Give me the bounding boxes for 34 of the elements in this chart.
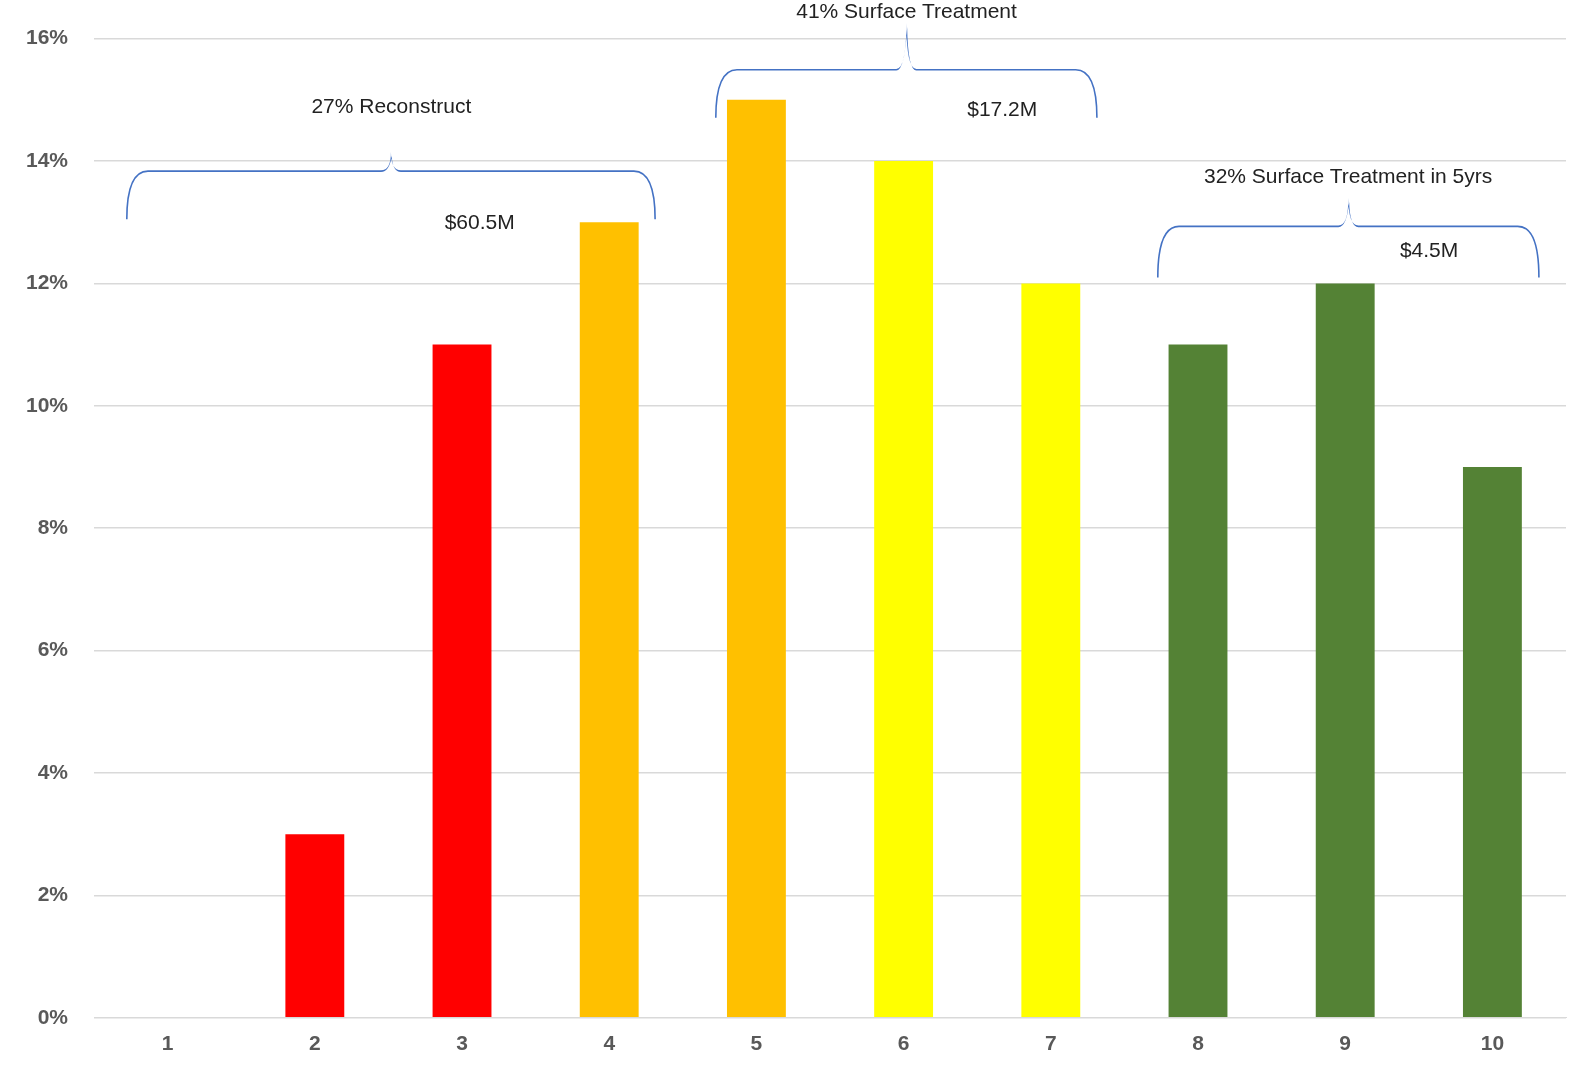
x-tick-label: 2 <box>308 1031 321 1055</box>
bar <box>1021 283 1081 1018</box>
y-tick-label: 16% <box>26 25 69 49</box>
bar <box>726 99 786 1018</box>
bar <box>1168 344 1228 1018</box>
y-tick-label: 4% <box>37 759 69 783</box>
x-tick-label: 6 <box>897 1031 910 1055</box>
y-tick-label: 14% <box>26 147 69 171</box>
x-tick-label: 7 <box>1044 1031 1057 1055</box>
y-tick-label: 8% <box>37 515 69 538</box>
x-tick-label: 9 <box>1339 1031 1352 1055</box>
bar <box>1462 467 1522 1018</box>
annotation: $4.5M <box>1399 237 1459 262</box>
x-tick-label: 10 <box>1480 1031 1505 1055</box>
x-tick-label: 5 <box>750 1031 763 1055</box>
y-tick-label: 6% <box>37 637 69 661</box>
bar <box>432 344 492 1018</box>
bar <box>1315 283 1375 1018</box>
annotation: $17.2M <box>967 96 1038 121</box>
bar <box>285 834 345 1018</box>
annotation: 27% Reconstruct <box>311 93 472 118</box>
annotation: 32% Surface Treatment in 5yrs <box>1203 164 1493 189</box>
x-tick-label: 3 <box>456 1031 468 1055</box>
y-tick-label: 0% <box>37 1004 69 1028</box>
y-tick-label: 12% <box>26 270 69 294</box>
bar <box>874 161 934 1018</box>
text: 41% Surface Treatment <box>796 0 1017 24</box>
y-tick-label: 10% <box>26 392 69 416</box>
y-tick-label: 2% <box>37 882 69 906</box>
bar <box>579 222 639 1018</box>
x-tick-label: 4 <box>603 1031 616 1055</box>
annotation: $60.5M <box>444 210 515 235</box>
x-tick-label: 8 <box>1192 1031 1205 1055</box>
x-tick-label: 1 <box>161 1031 174 1055</box>
